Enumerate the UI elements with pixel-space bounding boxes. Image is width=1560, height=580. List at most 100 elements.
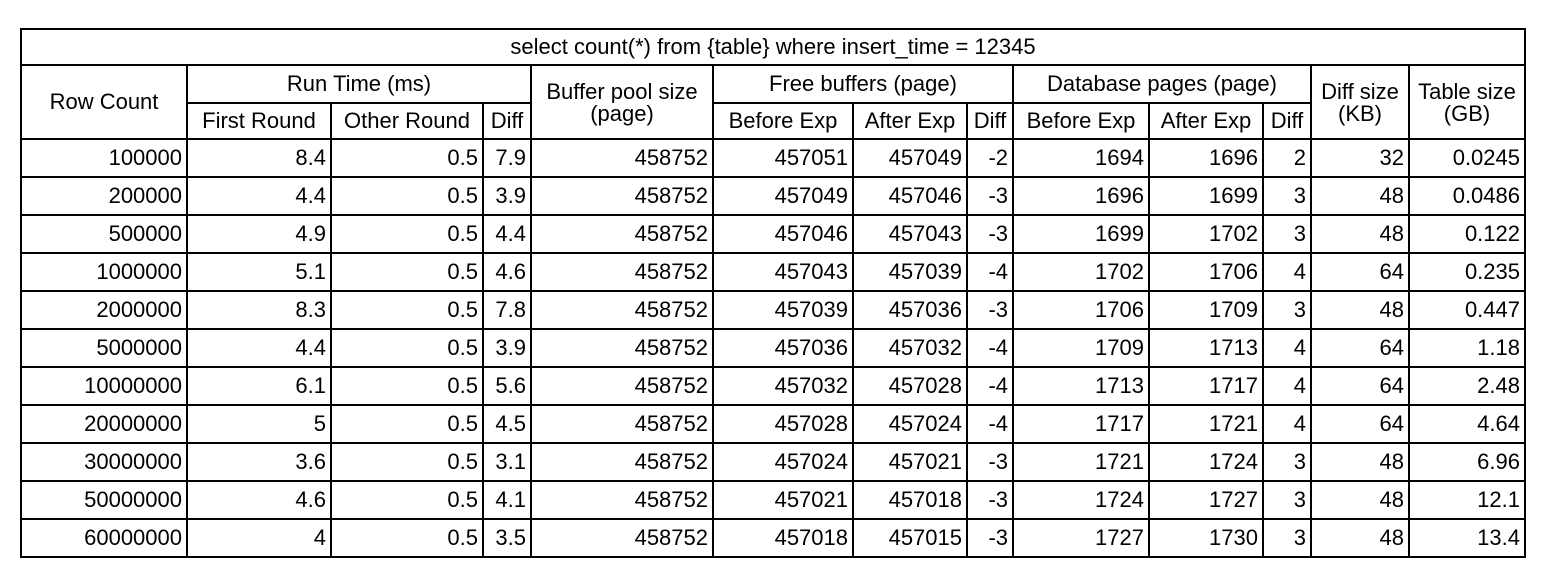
table-row: 2000000 8.3 0.5 7.8 458752 457039 457036 -3 1706… [20,290,1526,330]
cell-other-round: 0.5 [330,480,484,520]
cell-row-count: 100000 [20,138,188,178]
cell-free-diff: -4 [966,366,1014,406]
cell-db-after: 1721 [1148,404,1264,444]
cell-row-count: 500000 [20,214,188,254]
header-diff-size-line2: (KB) [1310,103,1410,140]
cell-free-after: 457046 [852,176,968,216]
cell-diff-size: 32 [1310,138,1410,178]
cell-db-after: 1730 [1148,518,1264,558]
cell-other-round: 0.5 [330,290,484,330]
cell-db-before: 1702 [1012,252,1150,292]
cell-table-size: 6.96 [1408,442,1526,482]
table-row: 20000000 5 0.5 4.5 458752 457028 457024 -4 1717 1… [20,404,1526,444]
cell-free-before: 457024 [712,442,854,482]
cell-diff-size: 64 [1310,328,1410,368]
cell-db-before: 1724 [1012,480,1150,520]
cell-db-diff: 3 [1262,518,1312,558]
cell-db-diff: 4 [1262,252,1312,292]
cell-first-round: 6.1 [186,366,332,406]
header-free-buffers: Free buffers (page) [712,64,1014,104]
cell-first-round: 4 [186,518,332,558]
cell-first-round: 3.6 [186,442,332,482]
cell-db-before: 1696 [1012,176,1150,216]
cell-diff-size: 64 [1310,404,1410,444]
cell-free-diff: -3 [966,442,1014,482]
cell-row-count: 10000000 [20,366,188,406]
cell-run-diff: 5.6 [482,366,532,406]
cell-free-diff: -3 [966,214,1014,254]
cell-free-after: 457024 [852,404,968,444]
cell-row-count: 50000000 [20,480,188,520]
cell-db-before: 1706 [1012,290,1150,330]
cell-run-diff: 3.9 [482,328,532,368]
cell-db-diff: 4 [1262,366,1312,406]
cell-table-size: 0.235 [1408,252,1526,292]
cell-diff-size: 48 [1310,214,1410,254]
cell-free-before: 457036 [712,328,854,368]
cell-diff-size: 64 [1310,252,1410,292]
cell-free-diff: -4 [966,328,1014,368]
cell-free-diff: -3 [966,176,1014,216]
cell-db-before: 1713 [1012,366,1150,406]
cell-run-diff: 4.4 [482,214,532,254]
cell-free-before: 457049 [712,176,854,216]
cell-free-diff: -3 [966,480,1014,520]
cell-first-round: 4.4 [186,328,332,368]
cell-buffer-pool-size: 458752 [530,404,714,444]
cell-free-before: 457018 [712,518,854,558]
cell-free-after: 457049 [852,138,968,178]
header-row-group: Row Count Run Time (ms) Buffer pool size… [20,64,1526,140]
header-table-size-line1: Table size [1408,64,1526,103]
cell-table-size: 12.1 [1408,480,1526,520]
cell-free-before: 457039 [712,290,854,330]
cell-free-before: 457046 [712,214,854,254]
cell-buffer-pool-size: 458752 [530,214,714,254]
cell-other-round: 0.5 [330,176,484,216]
table-row: 1000000 5.1 0.5 4.6 458752 457043 457039 -4 1702… [20,252,1526,292]
header-diff-size-line1: Diff size [1310,64,1410,103]
cell-db-after: 1724 [1148,442,1264,482]
cell-free-after: 457028 [852,366,968,406]
cell-db-before: 1709 [1012,328,1150,368]
cell-first-round: 8.4 [186,138,332,178]
cell-buffer-pool-size: 458752 [530,518,714,558]
cell-db-diff: 3 [1262,176,1312,216]
cell-run-diff: 3.1 [482,442,532,482]
table-row: 60000000 4 0.5 3.5 458752 457018 457015 -3 1727 1… [20,518,1526,558]
cell-free-before: 457028 [712,404,854,444]
cell-diff-size: 48 [1310,518,1410,558]
cell-table-size: 0.447 [1408,290,1526,330]
header-buffer-pool-line2: (page) [530,103,714,140]
cell-run-diff: 3.9 [482,176,532,216]
table-row: 5000000 4.4 0.5 3.9 458752 457036 457032 -4 1709… [20,328,1526,368]
results-table: select count(*) from {table} where inser… [20,28,1526,558]
cell-first-round: 5.1 [186,252,332,292]
cell-diff-size: 48 [1310,176,1410,216]
cell-other-round: 0.5 [330,214,484,254]
cell-free-diff: -2 [966,138,1014,178]
header-row-count: Row Count [20,64,188,140]
cell-free-before: 457021 [712,480,854,520]
cell-free-before: 457032 [712,366,854,406]
cell-first-round: 8.3 [186,290,332,330]
subheader-first-round: First Round [186,102,332,140]
cell-table-size: 0.0486 [1408,176,1526,216]
cell-table-size: 0.122 [1408,214,1526,254]
subheader-free-before: Before Exp [712,102,854,140]
cell-row-count: 2000000 [20,290,188,330]
cell-row-count: 30000000 [20,442,188,482]
cell-row-count: 20000000 [20,404,188,444]
cell-free-after: 457032 [852,328,968,368]
cell-free-after: 457043 [852,214,968,254]
cell-first-round: 4.6 [186,480,332,520]
cell-row-count: 5000000 [20,328,188,368]
table-row: 200000 4.4 0.5 3.9 458752 457049 457046 -3 1696 1… [20,176,1526,216]
cell-buffer-pool-size: 458752 [530,480,714,520]
cell-run-diff: 4.1 [482,480,532,520]
cell-other-round: 0.5 [330,138,484,178]
cell-row-count: 1000000 [20,252,188,292]
cell-free-before: 457043 [712,252,854,292]
cell-diff-size: 48 [1310,480,1410,520]
cell-run-diff: 4.5 [482,404,532,444]
subheader-free-diff: Diff [966,102,1014,140]
